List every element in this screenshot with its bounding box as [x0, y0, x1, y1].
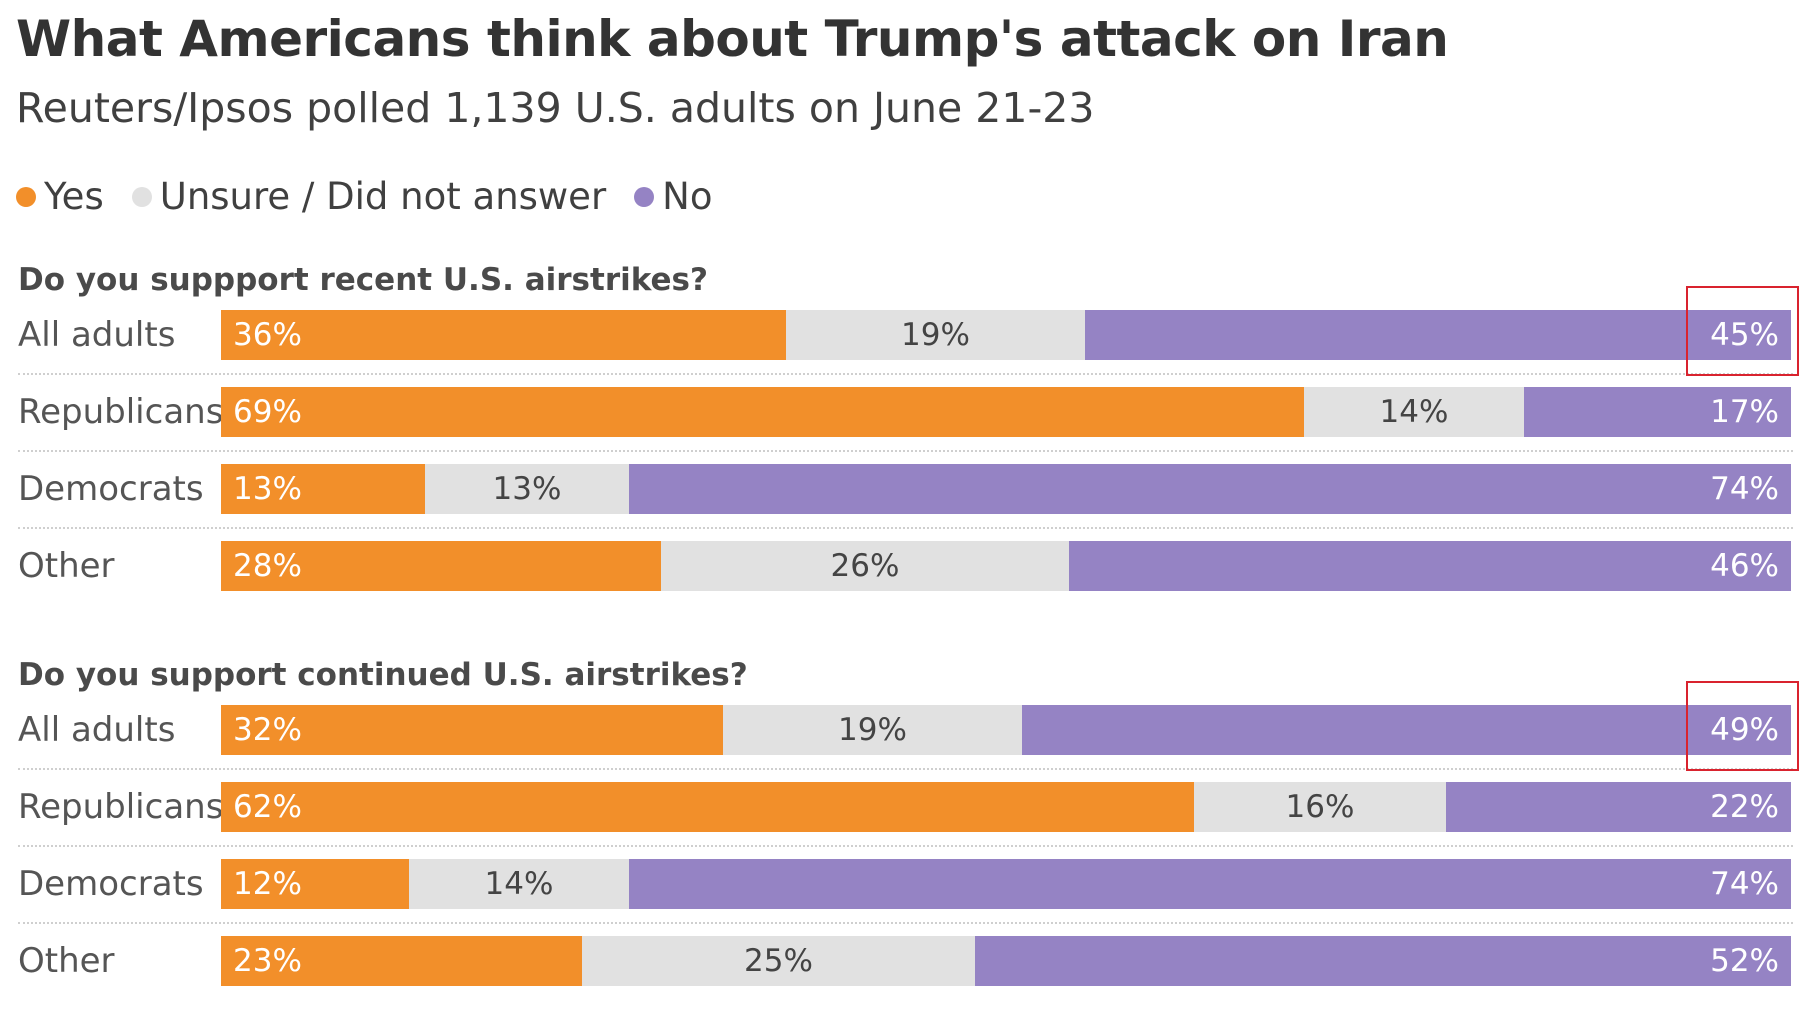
bar-segment-yes-democrats: 13% — [221, 464, 425, 514]
bar-republicans: 62% 16% 22% — [221, 782, 1791, 832]
legend-dot-yes — [16, 186, 36, 207]
bar-segment-unsure-democrats: 13% — [425, 464, 629, 514]
bar-segment-unsure-all-adults: 19% — [723, 705, 1022, 755]
legend-label-unsure: Unsure / Did not answer — [159, 175, 607, 218]
legend: Yes Unsure / Did not answer No — [16, 175, 740, 218]
row-label-republicans: Republicans — [18, 392, 224, 432]
chart-subtitle: Reuters/Ipsos polled 1,139 U.S. adults o… — [16, 84, 1095, 132]
bar-democrats: 13% 13% 74% — [221, 464, 1791, 514]
bar-other: 28% 26% 46% — [221, 541, 1791, 591]
bar-segment-no-republicans: 17% — [1524, 387, 1791, 437]
bar-segment-unsure-all-adults: 19% — [786, 310, 1085, 360]
bar-other: 23% 25% 52% — [221, 936, 1791, 986]
row-label-other: Other — [18, 941, 115, 981]
legend-label-no: No — [662, 175, 713, 218]
legend-dot-unsure — [131, 186, 152, 207]
row-divider — [18, 527, 1793, 529]
legend-label-yes: Yes — [44, 175, 104, 218]
bar-segment-no-all-adults: 49% — [1022, 705, 1791, 755]
bar-segment-unsure-other: 26% — [661, 541, 1069, 591]
legend-item-yes: Yes — [16, 175, 104, 218]
bar-all-adults: 32% 19% 49% — [221, 705, 1791, 755]
section-title-1: Do you suppport recent U.S. airstrikes? — [18, 262, 708, 298]
bar-all-adults: 36% 19% 45% — [221, 310, 1791, 360]
legend-dot-no — [634, 186, 655, 207]
legend-item-no: No — [634, 175, 712, 218]
chart-title: What Americans think about Trump's attac… — [16, 10, 1449, 68]
bar-segment-unsure-republicans: 16% — [1194, 782, 1446, 832]
bar-segment-no-other: 52% — [975, 936, 1791, 986]
row-divider — [18, 768, 1793, 770]
bar-segment-unsure-other: 25% — [582, 936, 975, 986]
bar-segment-no-other: 46% — [1069, 541, 1791, 591]
legend-item-unsure: Unsure / Did not answer — [131, 175, 607, 218]
row-divider — [18, 845, 1793, 847]
bar-segment-yes-other: 23% — [221, 936, 582, 986]
bar-segment-yes-republicans: 69% — [221, 387, 1304, 437]
row-divider — [18, 922, 1793, 924]
row-label-republicans: Republicans — [18, 787, 224, 827]
section-title-2: Do you support continued U.S. airstrikes… — [18, 657, 748, 693]
row-label-other: Other — [18, 546, 115, 586]
row-label-democrats: Democrats — [18, 864, 204, 904]
bar-segment-no-democrats: 74% — [629, 859, 1791, 909]
bar-republicans: 69% 14% 17% — [221, 387, 1791, 437]
row-label-all-adults: All adults — [18, 710, 176, 750]
row-divider — [18, 450, 1793, 452]
row-label-all-adults: All adults — [18, 315, 176, 355]
bar-segment-no-democrats: 74% — [629, 464, 1791, 514]
bar-segment-yes-all-adults: 32% — [221, 705, 723, 755]
bar-segment-unsure-democrats: 14% — [409, 859, 629, 909]
bar-segment-unsure-republicans: 14% — [1304, 387, 1524, 437]
row-label-democrats: Democrats — [18, 469, 204, 509]
bar-segment-yes-all-adults: 36% — [221, 310, 786, 360]
bar-segment-no-all-adults: 45% — [1085, 310, 1791, 360]
bar-segment-yes-democrats: 12% — [221, 859, 409, 909]
row-divider — [18, 373, 1793, 375]
bar-segment-no-republicans: 22% — [1446, 782, 1791, 832]
bar-democrats: 12% 14% 74% — [221, 859, 1791, 909]
bar-segment-yes-republicans: 62% — [221, 782, 1194, 832]
bar-segment-yes-other: 28% — [221, 541, 661, 591]
